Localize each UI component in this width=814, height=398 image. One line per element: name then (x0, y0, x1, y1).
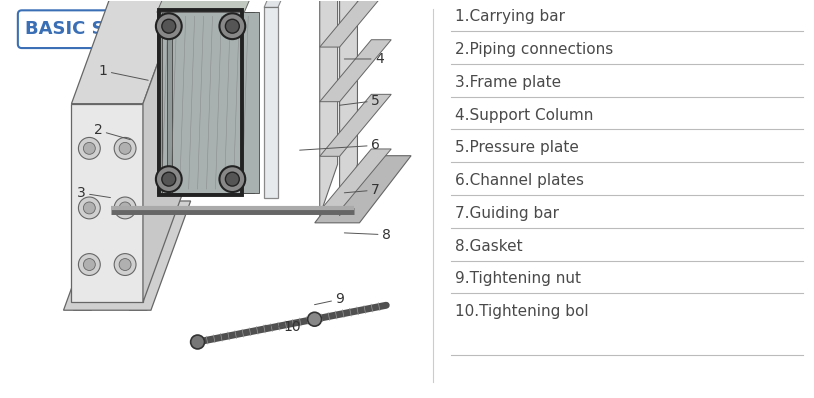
Polygon shape (73, 267, 107, 310)
Polygon shape (143, 0, 182, 302)
Circle shape (119, 202, 131, 214)
Polygon shape (320, 94, 392, 156)
Polygon shape (129, 267, 163, 310)
Text: 8.Gasket: 8.Gasket (455, 239, 523, 254)
Text: 6: 6 (371, 139, 380, 152)
Polygon shape (72, 0, 182, 103)
Polygon shape (320, 0, 392, 47)
Circle shape (156, 166, 182, 192)
Polygon shape (320, 0, 338, 216)
Circle shape (114, 197, 136, 219)
Circle shape (220, 13, 245, 39)
Polygon shape (167, 12, 254, 193)
Circle shape (308, 312, 322, 326)
Circle shape (225, 172, 239, 186)
Circle shape (78, 197, 100, 219)
Polygon shape (162, 12, 249, 193)
Polygon shape (72, 103, 143, 302)
Polygon shape (264, 0, 308, 7)
Circle shape (162, 19, 176, 33)
Text: 1.Carrying bar: 1.Carrying bar (455, 9, 565, 24)
Circle shape (119, 142, 131, 154)
Circle shape (162, 172, 176, 186)
Circle shape (225, 19, 239, 33)
Circle shape (83, 142, 95, 154)
Polygon shape (264, 7, 278, 198)
Circle shape (119, 259, 131, 271)
Text: 7: 7 (371, 183, 379, 197)
Polygon shape (320, 40, 392, 101)
Text: 4.Support Column: 4.Support Column (455, 107, 593, 123)
Circle shape (220, 166, 245, 192)
Text: 8: 8 (382, 228, 391, 242)
FancyBboxPatch shape (18, 10, 220, 48)
Circle shape (156, 13, 182, 39)
Polygon shape (157, 12, 244, 193)
Text: BASIC STRUCTURE: BASIC STRUCTURE (25, 20, 212, 38)
Text: 9.Tightening nut: 9.Tightening nut (455, 271, 580, 287)
Text: 7.Guiding bar: 7.Guiding bar (455, 206, 558, 221)
Circle shape (78, 254, 100, 275)
Text: 4: 4 (375, 52, 383, 66)
Text: 10.Tightening bol: 10.Tightening bol (455, 304, 589, 319)
Text: 5.Pressure plate: 5.Pressure plate (455, 140, 579, 155)
Polygon shape (339, 0, 357, 216)
Text: 3.Frame plate: 3.Frame plate (455, 75, 561, 90)
Circle shape (114, 137, 136, 159)
Circle shape (114, 254, 136, 275)
Circle shape (78, 137, 100, 159)
Polygon shape (172, 12, 259, 193)
Text: 1: 1 (98, 64, 107, 78)
Text: 3: 3 (77, 186, 85, 200)
Circle shape (83, 259, 95, 271)
Text: 2.Piping connections: 2.Piping connections (455, 42, 613, 57)
Polygon shape (157, 0, 274, 12)
Polygon shape (63, 201, 190, 310)
Text: 10: 10 (283, 320, 300, 334)
Text: 2: 2 (94, 123, 103, 137)
Text: 5: 5 (371, 94, 379, 108)
Polygon shape (320, 149, 392, 211)
Text: 6.Channel plates: 6.Channel plates (455, 173, 584, 188)
Circle shape (190, 335, 204, 349)
Polygon shape (315, 156, 411, 223)
Text: 9: 9 (335, 292, 344, 306)
Circle shape (83, 202, 95, 214)
